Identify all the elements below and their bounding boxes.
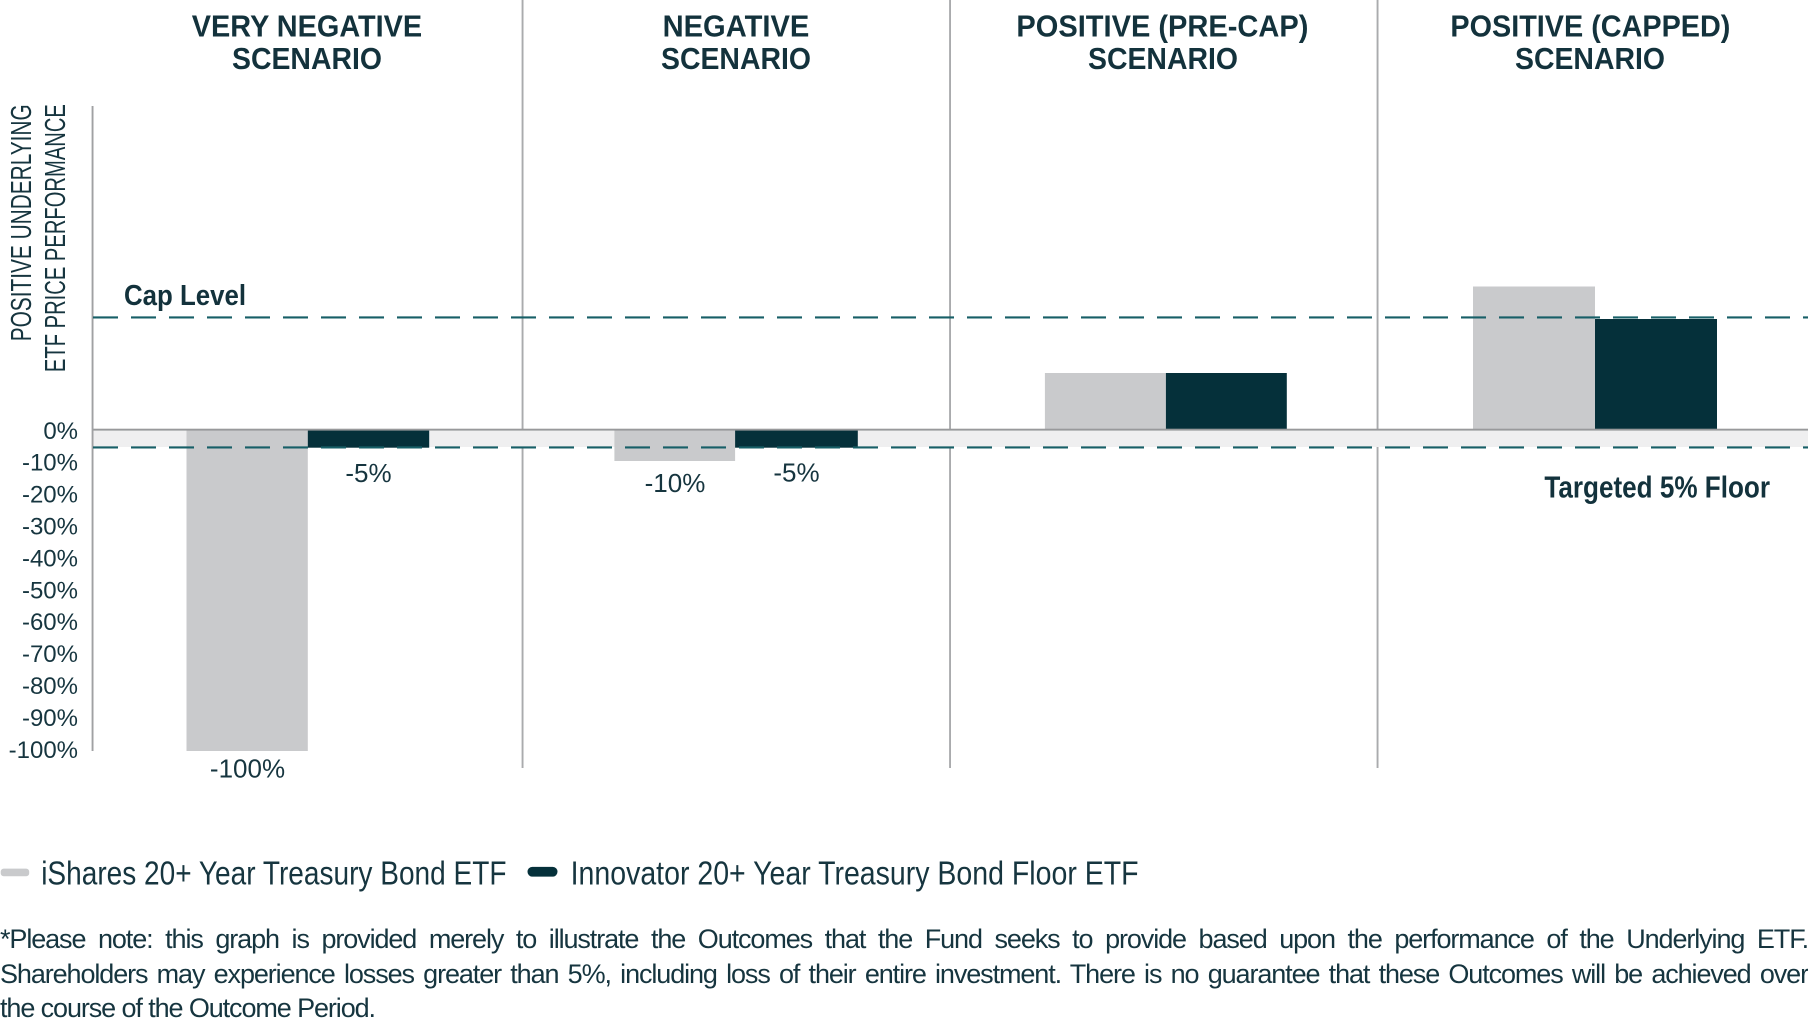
svg-text:-60%: -60% [22,609,78,636]
svg-text:-20%: -20% [22,482,78,509]
svg-text:-100%: -100% [210,753,285,783]
svg-text:SCENARIO: SCENARIO [661,41,811,76]
svg-text:-50%: -50% [22,577,78,604]
svg-text:Targeted 5% Floor: Targeted 5% Floor [1544,470,1770,505]
svg-text:Innovator 20+ Year Treasury Bo: Innovator 20+ Year Treasury Bond Floor E… [571,855,1139,892]
svg-text:-70%: -70% [22,641,78,668]
svg-text:SCENARIO: SCENARIO [1088,41,1238,76]
svg-text:-90%: -90% [22,705,78,732]
svg-text:-5%: -5% [773,457,819,487]
svg-text:-100%: -100% [9,737,78,764]
svg-text:-10%: -10% [22,450,78,477]
svg-text:-5%: -5% [345,458,391,488]
svg-text:iShares 20+ Year Treasury Bond: iShares 20+ Year Treasury Bond ETF [41,855,506,892]
svg-text:SCENARIO: SCENARIO [1515,41,1665,76]
svg-text:0%: 0% [43,418,78,445]
svg-text:POSITIVE (CAPPED): POSITIVE (CAPPED) [1450,9,1730,44]
svg-text:ETF PRICE PERFORMANCE: ETF PRICE PERFORMANCE [40,104,72,372]
svg-text:-30%: -30% [22,514,78,541]
svg-text:-80%: -80% [22,673,78,700]
svg-text:NEGATIVE: NEGATIVE [663,9,810,44]
svg-text:POSITIVE UNDERLYING: POSITIVE UNDERLYING [6,104,38,341]
svg-text:Cap Level: Cap Level [124,280,246,312]
svg-text:SCENARIO: SCENARIO [232,41,382,76]
svg-text:POSITIVE (PRE-CAP): POSITIVE (PRE-CAP) [1016,9,1308,44]
svg-text:-10%: -10% [645,468,706,498]
svg-text:-40%: -40% [22,545,78,572]
svg-text:VERY NEGATIVE: VERY NEGATIVE [192,9,422,44]
